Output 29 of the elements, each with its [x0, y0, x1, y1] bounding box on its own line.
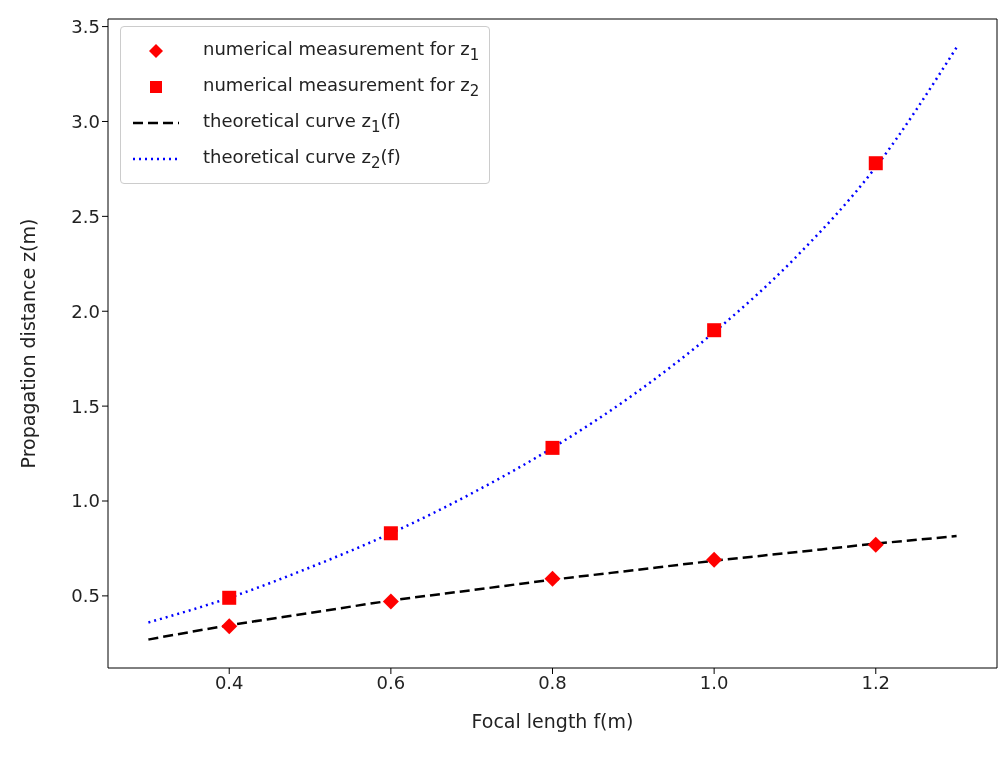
point	[706, 551, 723, 568]
y-tick-label: 1.0	[71, 490, 100, 512]
y-tick-label: 0.5	[71, 585, 100, 607]
point	[545, 440, 560, 455]
point	[707, 323, 722, 338]
point	[544, 570, 561, 587]
point	[382, 593, 399, 610]
y-axis-title: Propagation distance z(m)	[16, 218, 39, 469]
legend-label: numerical measurement for z$_{1}$	[203, 38, 480, 64]
x-tick-label: 0.6	[376, 671, 406, 693]
legend-label: numerical measurement for z$_{2}$	[203, 74, 480, 100]
x-axis-title: Focal length f(m)	[471, 710, 634, 732]
point	[868, 156, 883, 171]
point	[221, 618, 238, 635]
point	[383, 526, 398, 541]
x-tick-label: 0.4	[214, 671, 244, 693]
y-tick-label: 3.0	[71, 110, 100, 132]
legend-label: theoretical curve z$_{2}$(f)	[203, 146, 401, 172]
y-tick-label: 3.5	[71, 15, 100, 37]
legend-label: theoretical curve z$_{1}$(f)	[203, 110, 401, 136]
x-tick-label: 1.2	[861, 671, 891, 693]
x-tick-label: 0.8	[538, 671, 567, 693]
point	[867, 536, 884, 553]
y-tick-label: 1.5	[71, 395, 100, 417]
y-tick-label: 2.5	[71, 205, 100, 227]
y-tick-label: 2.0	[71, 300, 100, 322]
point	[222, 590, 237, 605]
line-series	[147, 534, 958, 641]
x-tick-label: 1.0	[699, 671, 729, 693]
